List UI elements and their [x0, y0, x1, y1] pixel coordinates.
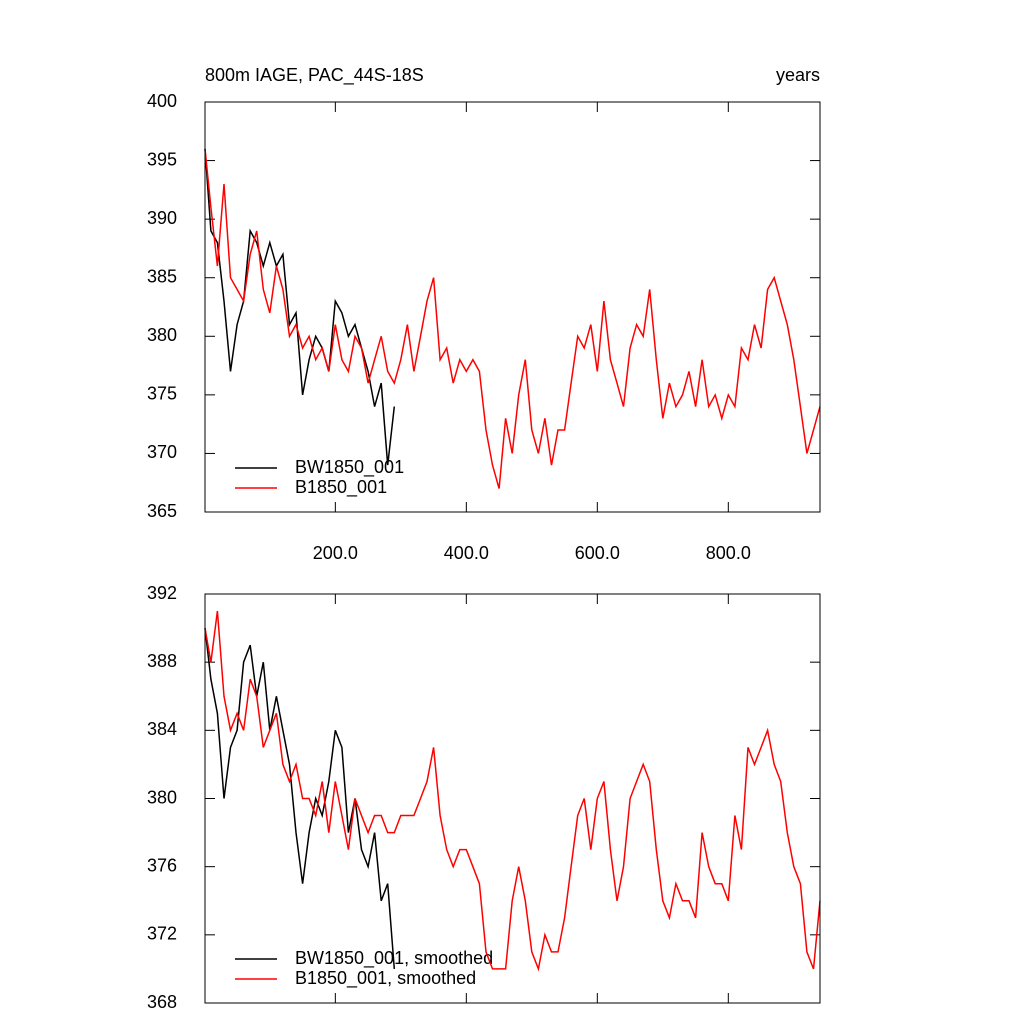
y-tick-label: 368: [147, 992, 177, 1012]
series-line: [204, 148, 396, 466]
plot-frame: [204, 593, 821, 1004]
legend-label: BW1850_001: [295, 457, 404, 478]
y-tick-label: 380: [147, 325, 177, 345]
y-tick-label: 380: [147, 787, 177, 807]
y-tick-label: 392: [147, 583, 177, 603]
y-tick-label: 385: [147, 266, 177, 286]
units-label: years: [776, 65, 820, 85]
x-tick-label: 800.0: [706, 543, 751, 563]
series-line: [204, 148, 821, 489]
series-line: [204, 628, 396, 969]
y-tick-label: 370: [147, 442, 177, 462]
y-tick-label: 395: [147, 149, 177, 169]
series-line: [204, 610, 821, 972]
x-tick-label: 600.0: [575, 543, 620, 563]
x-tick-label: 200.0: [313, 543, 358, 563]
y-tick-label: 375: [147, 384, 177, 404]
chart-title: 800m IAGE, PAC_44S-18S: [205, 65, 424, 86]
y-tick-label: 400: [147, 91, 177, 111]
y-tick-label: 365: [147, 501, 177, 521]
y-tick-label: 372: [147, 924, 177, 944]
y-tick-label: 376: [147, 855, 177, 875]
plot-frame: [204, 101, 821, 513]
y-tick-label: 384: [147, 719, 177, 739]
legend-label: BW1850_001, smoothed: [295, 948, 493, 969]
y-tick-label: 388: [147, 651, 177, 671]
x-tick-label: 400.0: [444, 543, 489, 563]
y-tick-label: 390: [147, 208, 177, 228]
legend-label: B1850_001, smoothed: [295, 968, 476, 989]
legend-label: B1850_001: [295, 477, 387, 498]
